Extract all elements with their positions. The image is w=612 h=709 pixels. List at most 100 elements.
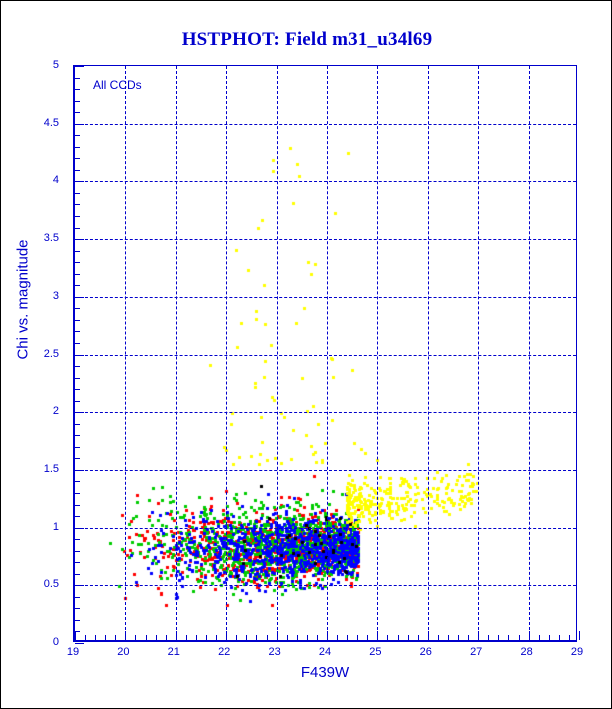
gridline-vertical (478, 66, 480, 640)
y-axis-tick (75, 66, 84, 67)
x-axis-tick (165, 635, 167, 640)
x-axis-tick (478, 631, 480, 640)
y-tick-label: 2 (52, 405, 59, 418)
y-axis-tick (75, 516, 80, 518)
x-axis-tick (256, 635, 258, 640)
y-tick-label: 4 (52, 174, 59, 187)
gridline-vertical (377, 66, 379, 640)
plot-area: All CCDs (73, 65, 580, 644)
y-axis-tick (75, 631, 80, 633)
x-axis-tick (357, 635, 359, 640)
x-axis-tick (316, 635, 318, 640)
y-axis-tick (75, 412, 84, 414)
y-axis-tick (75, 458, 80, 460)
y-axis-tick (75, 377, 80, 379)
y-axis-tick (75, 342, 80, 344)
x-axis-tick (226, 631, 228, 640)
x-axis-tick (296, 635, 298, 640)
y-axis-tick (75, 204, 80, 206)
x-axis-tick (276, 631, 278, 640)
y-axis-tick (75, 527, 84, 529)
x-tick-label: 29 (570, 646, 584, 658)
y-tick-label: 1.5 (43, 462, 59, 475)
y-axis-tick (75, 354, 84, 356)
y-axis-tick (75, 619, 80, 621)
y-axis-tick (75, 435, 80, 437)
gridline-horizontal (75, 412, 576, 414)
x-axis-tick (95, 635, 97, 640)
y-axis-tick (75, 192, 80, 194)
gridline-vertical (327, 66, 328, 640)
x-axis-tick (216, 635, 218, 640)
x-axis-tick (145, 635, 147, 640)
x-axis-tick (185, 635, 187, 640)
gridline-horizontal (75, 296, 576, 298)
x-axis-tick (417, 635, 419, 640)
y-tick-label: 3 (52, 289, 59, 302)
x-axis-tick (407, 635, 409, 640)
y-axis-tick (75, 423, 80, 425)
y-tick-label: 3.5 (43, 232, 59, 245)
y-axis-tick (75, 504, 80, 506)
x-axis-tick (327, 631, 328, 640)
y-tick-label: 0 (52, 636, 59, 648)
y-axis-tick (75, 216, 80, 218)
x-axis-tick (397, 635, 399, 640)
y-axis-tick (75, 596, 80, 598)
x-axis-tick (175, 631, 177, 640)
gridline-vertical (528, 66, 530, 640)
y-axis-tick (75, 539, 80, 541)
gridline-vertical (125, 66, 127, 640)
y-axis-tick (75, 181, 84, 183)
gridline-horizontal (75, 239, 576, 241)
y-tick-label: 0.5 (43, 578, 59, 591)
x-axis-tick (548, 635, 550, 640)
y-axis-tick (75, 550, 80, 552)
x-axis-tick (508, 635, 510, 640)
y-axis-tick (75, 100, 80, 102)
y-axis-tick (75, 169, 80, 171)
x-axis-tick (488, 635, 490, 640)
y-axis-tick (75, 319, 80, 321)
x-axis-tick (367, 635, 369, 640)
x-axis-tick (528, 631, 530, 640)
x-axis-tick (579, 631, 580, 640)
y-axis-tick (75, 446, 80, 448)
x-axis-tick (206, 635, 208, 640)
x-axis-tick (468, 635, 470, 640)
y-axis-tick (75, 400, 80, 402)
x-axis-tick (427, 631, 429, 640)
y-axis-tick (75, 308, 80, 310)
x-axis-tick (437, 635, 439, 640)
gridline-vertical (226, 66, 228, 640)
y-axis-title: Chi vs. magnitude (14, 239, 32, 360)
x-axis-tick (105, 635, 107, 640)
x-axis-tick (377, 631, 379, 640)
gridline-horizontal (75, 585, 576, 587)
plot-annotation: All CCDs (93, 78, 142, 92)
x-tick-label: 23 (268, 646, 281, 658)
x-tick-label: 20 (117, 646, 130, 658)
gridline-vertical (276, 66, 278, 640)
y-axis-tick (75, 273, 80, 275)
x-axis-tick (85, 635, 87, 640)
x-tick-label: 22 (218, 646, 231, 658)
y-axis-tick (75, 573, 80, 575)
y-tick-label: 2.5 (43, 347, 59, 360)
page-title: HSTPHOT: Field m31_u34l69 (181, 29, 433, 50)
x-axis-tick (558, 635, 560, 640)
y-axis-tick (75, 77, 80, 79)
x-tick-label: 21 (167, 646, 180, 658)
y-axis-tick (75, 227, 80, 229)
y-axis-tick (75, 389, 80, 391)
x-tick-label: 26 (419, 646, 432, 658)
gridline-horizontal (75, 354, 576, 356)
x-axis-tick (387, 635, 389, 640)
gridline-horizontal (75, 181, 576, 183)
y-axis-tick (75, 562, 80, 564)
y-axis-tick (75, 158, 80, 160)
x-tick-label: 25 (369, 646, 382, 658)
y-axis-tick (75, 643, 84, 644)
x-axis-tick (115, 635, 117, 640)
